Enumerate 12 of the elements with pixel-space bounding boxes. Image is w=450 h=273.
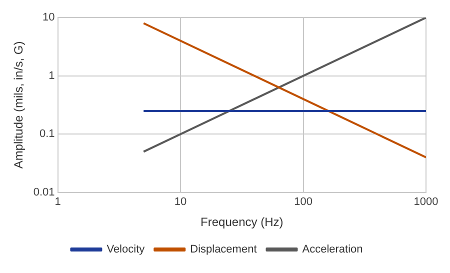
legend-label: Displacement (190, 244, 257, 256)
legend-label: Acceleration (302, 244, 363, 256)
y-tick-label: 0.01 (33, 186, 55, 198)
y-tick-label: 1 (48, 70, 55, 82)
legend-label: Velocity (106, 244, 146, 256)
x-axis-title: Frequency (Hz) (200, 215, 284, 230)
y-tick-label: 10 (42, 12, 55, 24)
x-tick-label: 1000 (414, 196, 438, 208)
y-axis-title: Amplitude (mils, in/s, G) (12, 41, 26, 169)
x-tick-label: 100 (294, 196, 312, 208)
x-tick-label: 10 (174, 196, 187, 208)
y-tick-label: 0.1 (40, 128, 55, 140)
